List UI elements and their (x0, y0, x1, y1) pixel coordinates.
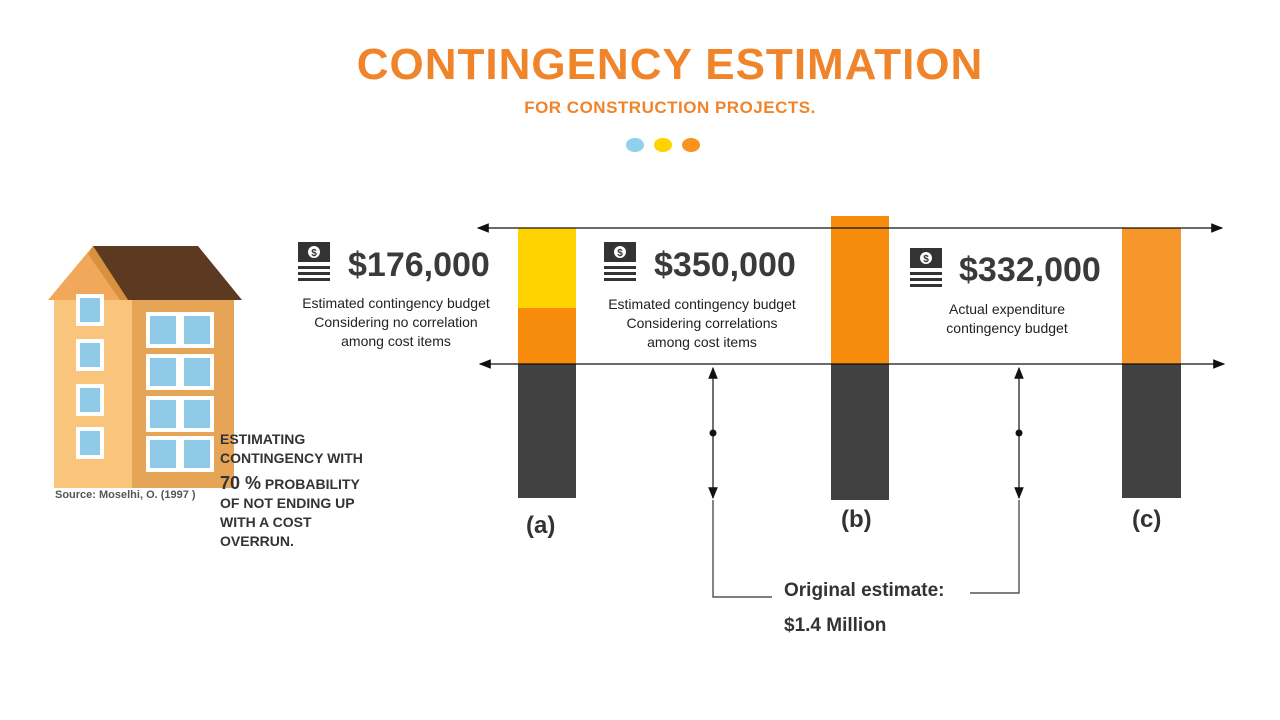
bar-c-dark (1122, 364, 1181, 498)
note-line: OF NOT ENDING UP (220, 495, 355, 511)
probability-note: ESTIMATING CONTINGENCY WITH 70 % PROBABI… (220, 430, 400, 551)
description-line: Actual expenditure (949, 301, 1065, 317)
description-c: Actual expenditure contingency budget (914, 300, 1100, 338)
bar-a-dark (518, 364, 576, 498)
original-estimate-label: Original estimate: (784, 580, 945, 601)
note-line: 70 % PROBABILITY (220, 474, 400, 494)
bar-a-yellow (518, 228, 576, 308)
bar-label-a: (a) (526, 512, 556, 539)
description-a: Estimated contingency budget Considering… (292, 294, 500, 351)
amount-c: $332,000 (959, 251, 1101, 289)
building-illustration (48, 246, 242, 488)
amount-b: $350,000 (654, 246, 796, 284)
svg-text:$: $ (923, 254, 929, 265)
description-line: Considering no correlation (314, 314, 478, 330)
decor-dot-orange (682, 138, 700, 152)
note-line: OVERRUN. (220, 533, 294, 549)
bar-b-dark (831, 364, 889, 500)
original-estimate-value: $1.4 Million (784, 615, 887, 636)
bar-label-b: (b) (841, 506, 872, 533)
svg-text:$: $ (617, 248, 623, 259)
note-line: WITH A COST (220, 514, 312, 530)
decor-dot-yellow (654, 138, 672, 152)
description-line: Estimated contingency budget (302, 295, 490, 311)
money-document-icon: $ (910, 248, 942, 287)
description-line: Considering correlations (626, 315, 778, 331)
note-text: PROBABILITY (261, 476, 360, 492)
description-line: among cost items (341, 333, 451, 349)
amount-a: $176,000 (348, 246, 490, 284)
bar-a-orange (518, 308, 576, 364)
description-b: Estimated contingency budget Considering… (598, 295, 806, 352)
svg-text:$: $ (311, 248, 317, 259)
note-line: CONTINGENCY WITH (220, 450, 363, 466)
description-line: contingency budget (946, 320, 1068, 336)
source-citation: Source: Moselhi, O. (1997 ) (55, 489, 196, 501)
description-line: Estimated contingency budget (608, 296, 796, 312)
page-subtitle: FOR CONSTRUCTION PROJECTS. (524, 98, 816, 117)
note-line: ESTIMATING (220, 431, 306, 447)
money-document-icon: $ (604, 242, 636, 281)
money-document-icon: $ (298, 242, 330, 281)
bar-b-orange (831, 216, 889, 364)
decor-dot-blue (626, 138, 644, 152)
bar-c-orange (1122, 228, 1181, 364)
page-title: CONTINGENCY ESTIMATION (356, 40, 984, 89)
description-line: among cost items (647, 334, 757, 350)
bar-label-c: (c) (1132, 506, 1162, 533)
probability-value: 70 % (220, 473, 262, 493)
